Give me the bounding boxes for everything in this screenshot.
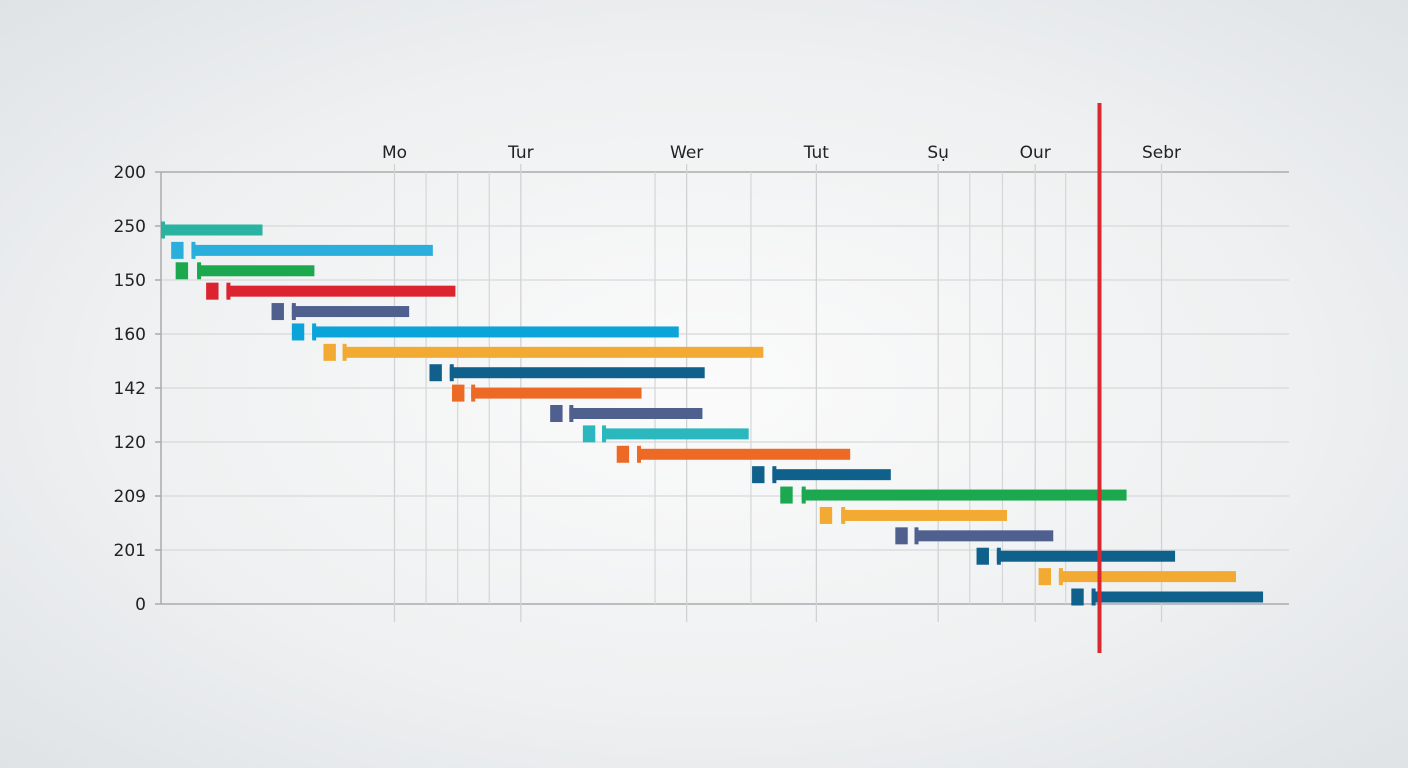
y-tick-label: 142 xyxy=(114,379,146,399)
task-start-marker xyxy=(550,405,563,422)
task-start-marker xyxy=(895,527,908,545)
task-bar xyxy=(291,306,410,318)
task-start-marker xyxy=(323,343,336,361)
x-tick-label: Tur xyxy=(507,143,534,163)
task-start-marker xyxy=(452,384,465,402)
task-bar xyxy=(1091,591,1264,603)
y-tick-label: 250 xyxy=(114,217,146,237)
task-bar xyxy=(191,244,433,256)
task-bar xyxy=(569,408,703,419)
task-start-marker xyxy=(1071,588,1084,606)
task-start-marker xyxy=(175,262,189,280)
x-tick-label: Wer xyxy=(670,143,703,163)
y-tick-label: 0 xyxy=(135,595,146,615)
x-tick-label: Our xyxy=(1020,143,1051,163)
task-bar xyxy=(602,428,749,440)
task-bar xyxy=(312,326,679,338)
task-bar xyxy=(637,448,851,460)
task-start-marker xyxy=(752,466,765,484)
x-tick-label: Mo xyxy=(382,143,407,163)
y-tick-label: 209 xyxy=(114,487,146,507)
task-start-marker xyxy=(291,323,305,341)
task-start-marker xyxy=(171,241,184,259)
task-start-marker xyxy=(271,303,284,321)
task-bar xyxy=(449,367,705,379)
task-start-marker xyxy=(582,425,596,443)
task-start-marker xyxy=(780,486,793,504)
task-bar xyxy=(772,469,891,481)
y-tick-label: 200 xyxy=(114,163,146,183)
task-bar xyxy=(841,509,1007,521)
y-tick-label: 150 xyxy=(114,271,146,291)
task-bar xyxy=(996,550,1176,562)
task-start-marker xyxy=(819,506,833,524)
x-tick-label: Sụ xyxy=(927,143,949,163)
task-bar xyxy=(1058,571,1236,583)
x-tick-label: Sebr xyxy=(1142,143,1181,163)
task-bar xyxy=(342,346,764,358)
y-tick-label: 160 xyxy=(114,325,146,345)
task-start-marker xyxy=(206,282,219,300)
task-start-marker xyxy=(429,364,442,382)
task-bar xyxy=(801,489,1127,501)
task-bar xyxy=(226,285,456,297)
task-bar xyxy=(197,265,315,277)
task-start-marker xyxy=(976,547,989,565)
task-bar xyxy=(161,224,263,236)
task-bar xyxy=(914,530,1054,542)
x-tick-label: Tut xyxy=(803,143,830,163)
task-start-marker xyxy=(1038,568,1051,586)
y-tick-label: 201 xyxy=(114,541,146,561)
y-tick-label: 120 xyxy=(114,433,146,453)
task-start-marker xyxy=(616,445,630,463)
task-bar xyxy=(471,387,642,399)
